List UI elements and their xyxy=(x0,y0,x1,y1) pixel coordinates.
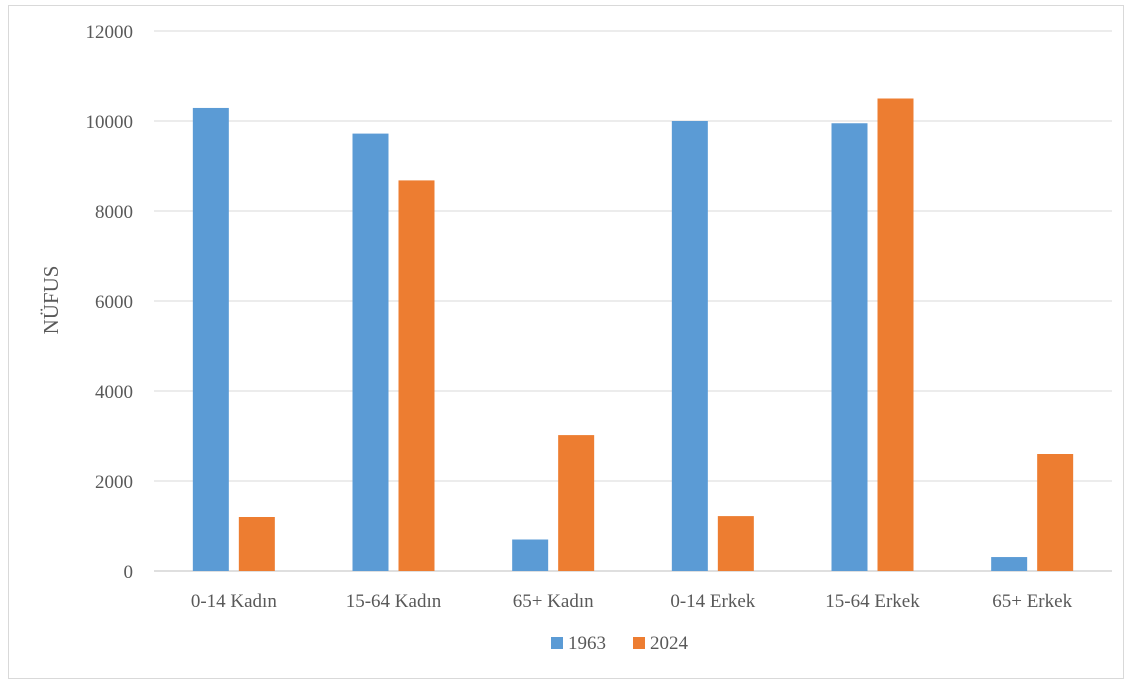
bar-1963-5 xyxy=(991,557,1028,571)
legend: 1963 2024 xyxy=(551,633,689,654)
x-tick-label: 0-14 Kadın xyxy=(191,591,278,612)
bar-1963-1 xyxy=(352,133,389,571)
gridlines xyxy=(154,30,1112,572)
y-axis-title: NÜFUS xyxy=(39,266,63,335)
y-tick-label: 12000 xyxy=(86,22,134,43)
bar-1963-0 xyxy=(192,107,229,571)
x-tick-label: 65+ Erkek xyxy=(992,591,1072,612)
bar-1963-2 xyxy=(512,539,549,571)
y-axis-ticks: 0 2000 4000 6000 8000 10000 12000 xyxy=(86,22,134,583)
bar-2024-1 xyxy=(398,180,435,571)
y-tick-label: 0 xyxy=(124,562,134,583)
bar-2024-2 xyxy=(558,435,595,571)
x-tick-label: 0-14 Erkek xyxy=(670,591,755,612)
y-tick-label: 4000 xyxy=(95,382,133,403)
legend-swatch-1963 xyxy=(551,637,563,649)
bar-2024-0 xyxy=(238,517,275,571)
legend-label-1963: 1963 xyxy=(568,633,606,654)
bar-2024-5 xyxy=(1037,454,1074,571)
x-axis-ticks: 0-14 Kadın 15-64 Kadın 65+ Kadın 0-14 Erkek… xyxy=(191,591,1073,612)
bar-1963-4 xyxy=(831,123,868,571)
bars xyxy=(192,98,1074,571)
legend-swatch-2024 xyxy=(633,637,645,649)
x-tick-label: 65+ Kadın xyxy=(513,591,594,612)
x-tick-label: 15-64 Kadın xyxy=(346,591,442,612)
y-tick-label: 2000 xyxy=(95,472,133,493)
y-tick-label: 6000 xyxy=(95,292,133,313)
legend-label-2024: 2024 xyxy=(650,633,689,654)
y-tick-label: 8000 xyxy=(95,202,133,223)
bar-1963-3 xyxy=(671,121,708,571)
bar-2024-3 xyxy=(717,516,754,571)
bar-2024-4 xyxy=(877,98,914,571)
y-tick-label: 10000 xyxy=(86,112,134,133)
x-tick-label: 15-64 Erkek xyxy=(825,591,920,612)
